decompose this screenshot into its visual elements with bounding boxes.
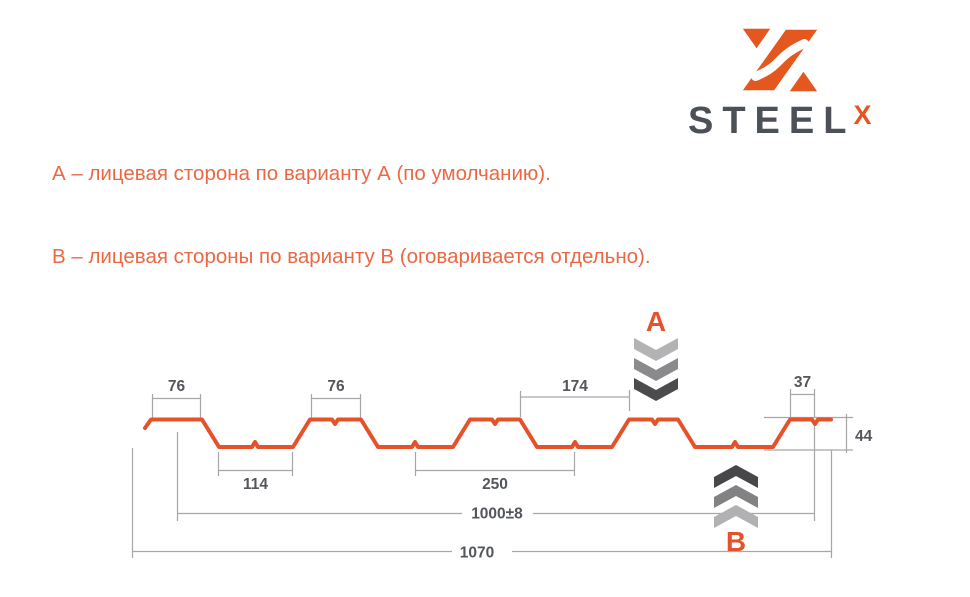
dim-label-76-left: 76 bbox=[168, 378, 186, 395]
dim-top-flat-left: 76 bbox=[151, 378, 202, 419]
marker-b: В bbox=[714, 465, 758, 557]
chevron-down-light-icon bbox=[634, 338, 678, 361]
dim-edge-overlap: 37 bbox=[789, 374, 816, 417]
dim-label-76-mid: 76 bbox=[327, 378, 345, 395]
dim-label-44: 44 bbox=[855, 428, 873, 445]
chevron-up-dark-icon bbox=[714, 465, 758, 488]
chevron-down-dark-icon bbox=[634, 378, 678, 401]
dim-label-114: 114 bbox=[243, 476, 268, 493]
logo-superscript-x: X bbox=[853, 100, 872, 130]
chevron-up-mid-icon bbox=[714, 485, 758, 508]
note-variant-a: А – лицевая сторона по варианту А (по ум… bbox=[52, 162, 551, 185]
dim-top-flat-mid: 76 bbox=[310, 378, 362, 419]
dim-crest-gap: 174 bbox=[519, 378, 631, 417]
profile-line bbox=[143, 417, 833, 449]
logo-x-icon bbox=[742, 28, 818, 92]
dim-rib-pitch: 250 bbox=[414, 452, 576, 493]
logo-top-left-wedge bbox=[742, 28, 771, 49]
dim-label-37: 37 bbox=[794, 374, 811, 391]
dim-label-250: 250 bbox=[482, 476, 508, 493]
dim-working-width: 1000±8 bbox=[176, 425, 816, 523]
marker-b-letter: В bbox=[726, 526, 746, 557]
dim-overall-width: 1070 bbox=[131, 448, 833, 562]
note-variant-b: В – лицевая стороны по варианту В (огова… bbox=[52, 245, 651, 268]
dim-label-1000: 1000±8 bbox=[471, 506, 523, 523]
logo-brand-text: STEEL bbox=[688, 100, 856, 142]
marker-a-letter: А bbox=[646, 306, 666, 337]
logo-wordmark: STEEL X bbox=[688, 100, 872, 142]
dim-label-1070: 1070 bbox=[460, 545, 494, 562]
dim-bottom-flat: 114 bbox=[217, 452, 294, 493]
marker-a: А bbox=[634, 306, 678, 401]
logo-bottom-right-wedge bbox=[789, 71, 818, 92]
chevron-down-mid-icon bbox=[634, 358, 678, 381]
logo-s-cut bbox=[751, 38, 809, 82]
dim-label-174: 174 bbox=[562, 378, 588, 395]
chevron-up-light-icon bbox=[714, 505, 758, 528]
